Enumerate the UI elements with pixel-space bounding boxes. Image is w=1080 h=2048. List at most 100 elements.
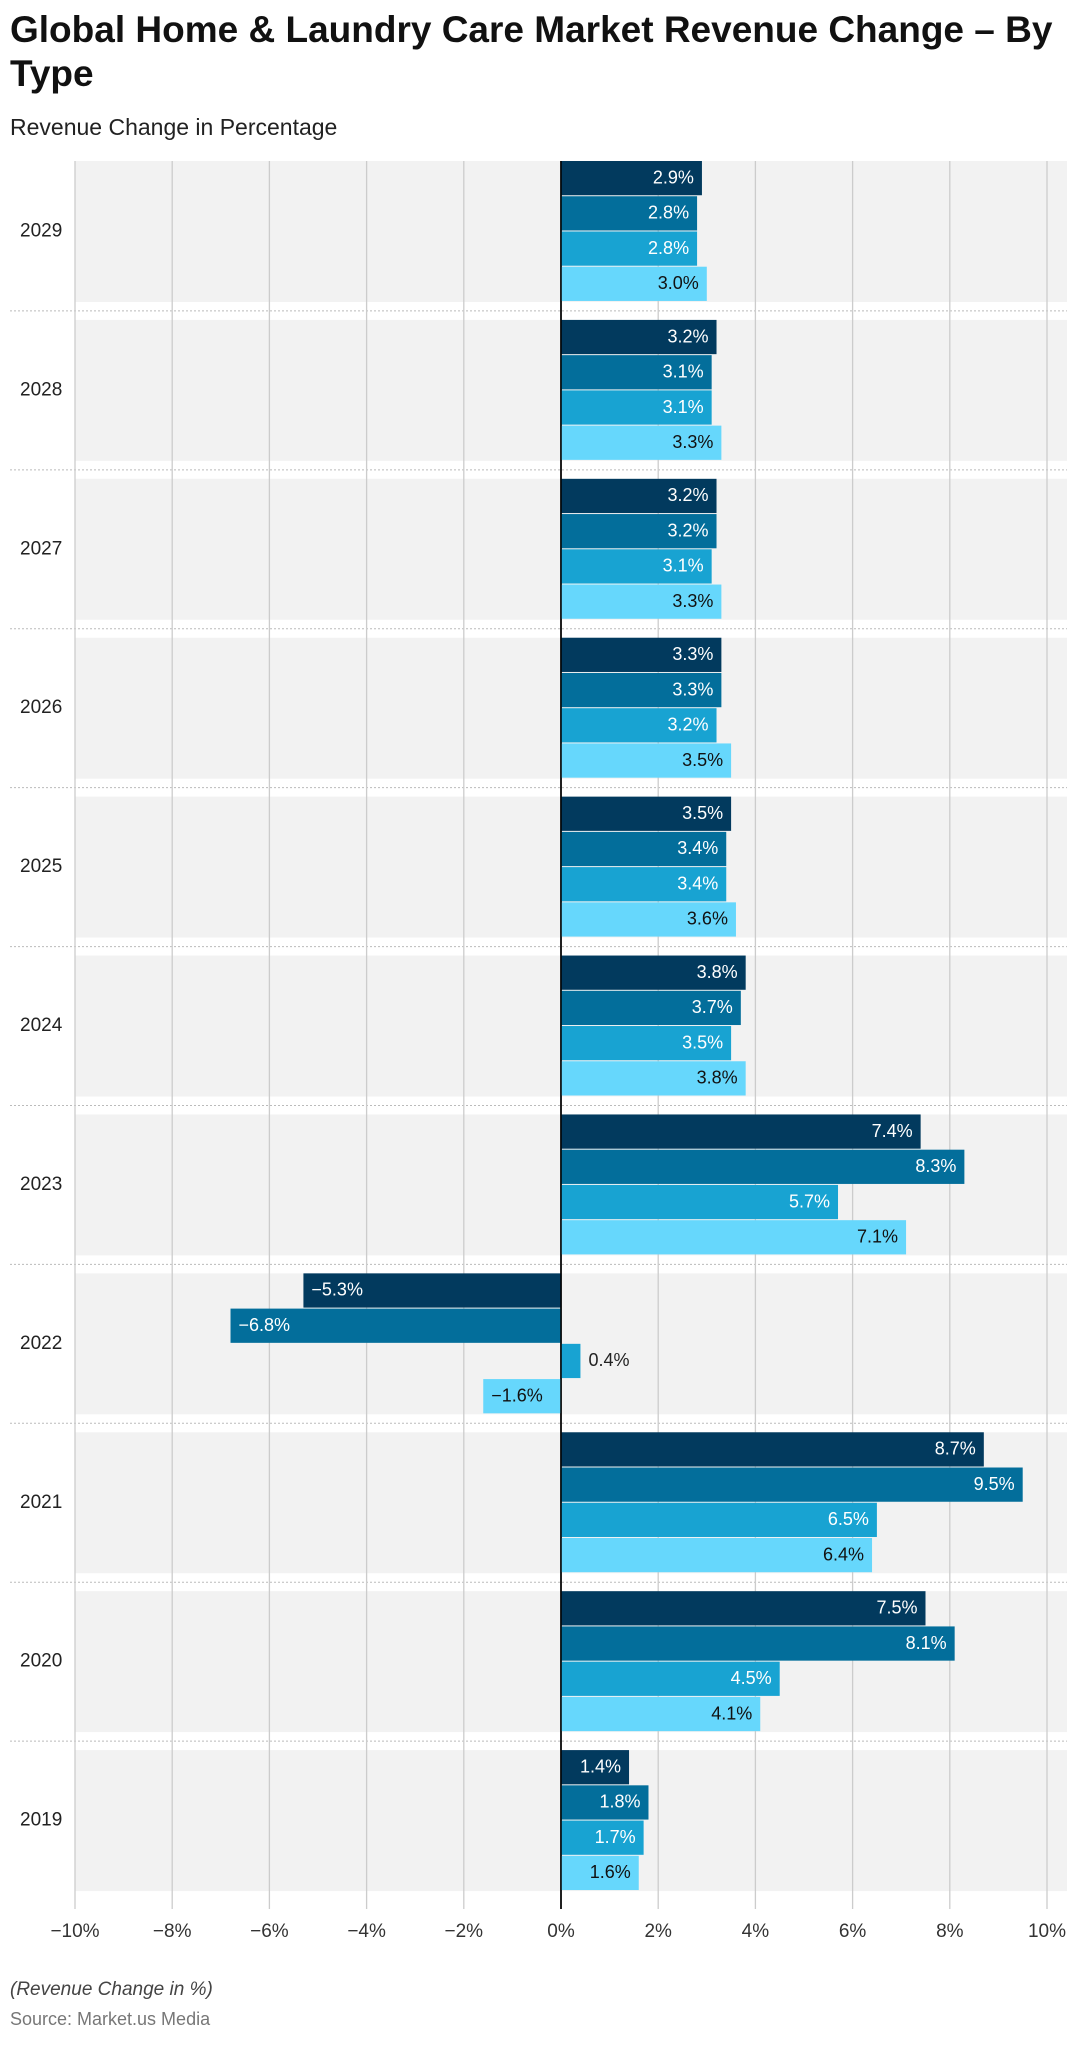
value-label: 0.4% xyxy=(588,1350,629,1370)
bar xyxy=(561,514,717,549)
bar xyxy=(561,708,717,743)
value-label: 8.3% xyxy=(915,1156,956,1176)
value-label: 3.8% xyxy=(697,1068,738,1088)
bar xyxy=(561,1467,1023,1502)
x-tick-label: 8% xyxy=(936,1921,964,1942)
value-label: 1.4% xyxy=(580,1756,621,1776)
value-label: 2.8% xyxy=(648,238,689,258)
value-label: 3.2% xyxy=(667,326,708,346)
value-label: −6.8% xyxy=(239,1315,291,1335)
y-tick-label: 2024 xyxy=(20,1015,63,1036)
value-label: 3.3% xyxy=(672,644,713,664)
bar xyxy=(561,1502,877,1537)
value-label: 3.2% xyxy=(667,715,708,735)
y-tick-label: 2023 xyxy=(20,1174,62,1195)
x-tick-label: 10% xyxy=(1028,1921,1066,1942)
value-label: 9.5% xyxy=(974,1474,1015,1494)
bar xyxy=(561,161,702,196)
bar xyxy=(561,1432,984,1467)
value-label: −5.3% xyxy=(311,1280,363,1300)
y-tick-label: 2028 xyxy=(20,379,62,400)
x-tick-label: −2% xyxy=(445,1921,484,1942)
value-label: 3.1% xyxy=(663,397,704,417)
value-label: 3.8% xyxy=(697,962,738,982)
bar xyxy=(561,1149,965,1184)
x-tick-label: 4% xyxy=(742,1921,770,1942)
value-label: 1.7% xyxy=(595,1827,636,1847)
bar xyxy=(561,319,717,355)
value-label: 2.8% xyxy=(648,203,689,223)
bar xyxy=(561,990,741,1026)
y-tick-label: 2021 xyxy=(20,1492,62,1513)
bar xyxy=(561,1750,630,1785)
bar xyxy=(561,425,722,460)
bar xyxy=(561,672,722,708)
bar xyxy=(230,1308,561,1343)
value-label: 3.5% xyxy=(682,803,723,823)
x-tick-label: 6% xyxy=(839,1921,867,1942)
value-label: 3.5% xyxy=(682,1032,723,1052)
value-label: 4.1% xyxy=(711,1703,752,1723)
bar xyxy=(561,1184,839,1220)
bar xyxy=(561,955,746,990)
value-label: 3.3% xyxy=(672,679,713,699)
bar xyxy=(561,1785,649,1820)
bar xyxy=(561,637,722,672)
value-label: 3.2% xyxy=(667,520,708,540)
value-label: 3.3% xyxy=(672,432,713,452)
value-label: 3.5% xyxy=(682,750,723,770)
value-label: 3.4% xyxy=(677,838,718,858)
bar xyxy=(561,231,698,266)
bar xyxy=(561,355,712,390)
value-label: 1.8% xyxy=(599,1792,640,1812)
bar xyxy=(483,1379,561,1414)
bar xyxy=(561,796,732,831)
bar xyxy=(561,390,712,425)
x-tick-label: −8% xyxy=(153,1921,192,1942)
footnote: (Revenue Change in %) xyxy=(10,1979,213,2000)
value-label: 3.1% xyxy=(663,556,704,576)
bar xyxy=(561,196,698,231)
source: Source: Market.us Media xyxy=(10,2009,211,2029)
bar xyxy=(561,1591,926,1626)
bar xyxy=(561,1061,746,1096)
x-tick-label: −10% xyxy=(50,1921,99,1942)
x-tick-label: −6% xyxy=(250,1921,289,1942)
value-label: 5.7% xyxy=(789,1191,830,1211)
value-label: 8.1% xyxy=(906,1633,947,1653)
bar xyxy=(561,1026,732,1061)
bar xyxy=(561,1661,780,1696)
value-label: −1.6% xyxy=(491,1385,543,1405)
value-label: 1.6% xyxy=(590,1862,631,1882)
bar xyxy=(561,266,707,301)
bar xyxy=(561,831,727,867)
bar xyxy=(561,584,722,619)
bar xyxy=(561,1820,644,1855)
value-label: 3.4% xyxy=(677,873,718,893)
bar xyxy=(561,1626,955,1661)
value-label: 8.7% xyxy=(935,1439,976,1459)
bar xyxy=(561,867,727,902)
bar xyxy=(561,549,712,584)
value-label: 6.5% xyxy=(828,1509,869,1529)
y-tick-label: 2026 xyxy=(20,697,62,718)
bar xyxy=(561,478,717,514)
value-label: 7.5% xyxy=(876,1598,917,1618)
y-tick-label: 2027 xyxy=(20,538,62,559)
bar xyxy=(561,1343,581,1379)
x-tick-label: 2% xyxy=(644,1921,672,1942)
y-tick-label: 2020 xyxy=(20,1651,62,1672)
value-label: 3.0% xyxy=(658,273,699,293)
y-tick-label: 2029 xyxy=(20,220,62,241)
value-label: 4.5% xyxy=(731,1668,772,1688)
y-tick-label: 2022 xyxy=(20,1333,62,1354)
value-label: 3.1% xyxy=(663,362,704,382)
x-tick-label: 0% xyxy=(547,1921,575,1942)
value-label: 3.7% xyxy=(692,997,733,1017)
bar xyxy=(303,1273,561,1308)
y-tick-label: 2019 xyxy=(20,1810,62,1831)
bar xyxy=(561,743,732,778)
bar xyxy=(561,1114,921,1149)
